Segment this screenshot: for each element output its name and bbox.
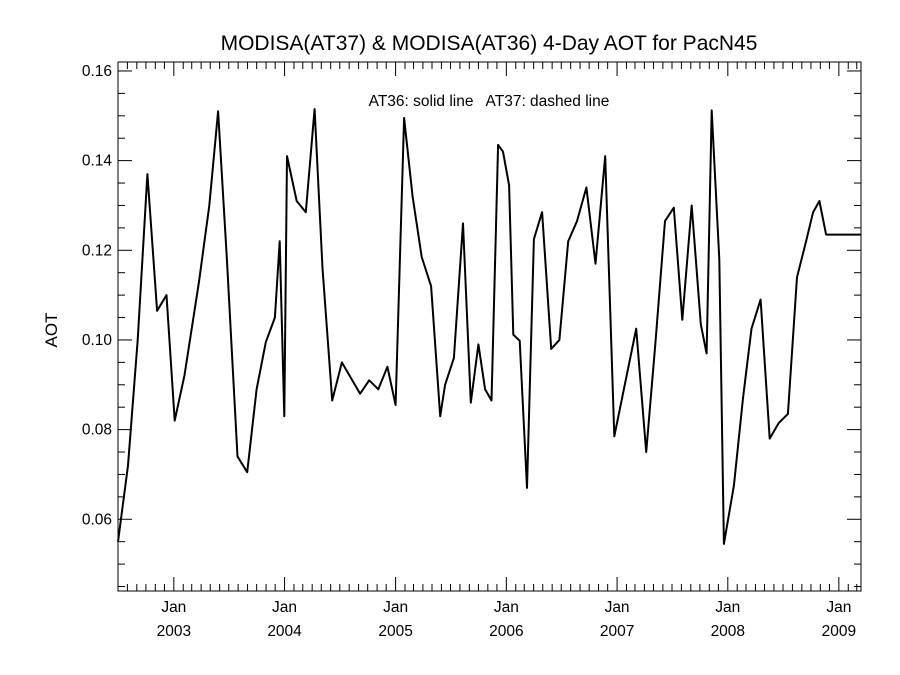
x-tick-year-label: 2009 <box>822 623 856 640</box>
series-lines <box>117 108 861 545</box>
x-tick-year-label: 2005 <box>378 623 412 640</box>
y-axis-ticks: 0.06 0.08 0.10 0.12 0.14 0.16 <box>82 63 861 588</box>
x-tick-month-label: Jan <box>715 599 740 616</box>
x-tick-year-label: 2004 <box>267 623 302 640</box>
y-tick-label: 0.08 <box>82 422 112 439</box>
y-axis-label: AOT <box>42 313 61 348</box>
x-tick-year-label: 2007 <box>600 623 634 640</box>
x-tick-year-label: 2003 <box>157 623 191 640</box>
x-tick-month-label: Jan <box>161 599 186 616</box>
x-tick-month-label: Jan <box>383 599 408 616</box>
y-tick-label: 0.16 <box>82 63 112 80</box>
x-tick-month-label: Jan <box>494 599 519 616</box>
y-tick-label: 0.14 <box>82 153 113 170</box>
x-tick-month-label: Jan <box>605 599 630 616</box>
x-tick-month-label: Jan <box>826 599 851 616</box>
y-tick-label: 0.06 <box>82 511 112 528</box>
chart-title: MODISA(AT37) & MODISA(AT36) 4-Day AOT fo… <box>221 32 758 55</box>
series-line-at36 <box>117 108 861 545</box>
y-tick-label: 0.10 <box>82 332 113 349</box>
x-axis-ticks: Jan 2003 Jan 2004 Jan 2005 Jan 2006 Jan 2007 Jan 20… <box>117 62 858 640</box>
plot-frame <box>117 61 862 592</box>
y-tick-label: 0.12 <box>82 242 112 259</box>
line-style-annotation: AT36: solid line AT37: dashed line <box>369 93 610 110</box>
x-tick-year-label: 2008 <box>711 623 745 640</box>
x-tick-month-label: Jan <box>272 599 297 616</box>
x-tick-year-label: 2006 <box>489 623 523 640</box>
